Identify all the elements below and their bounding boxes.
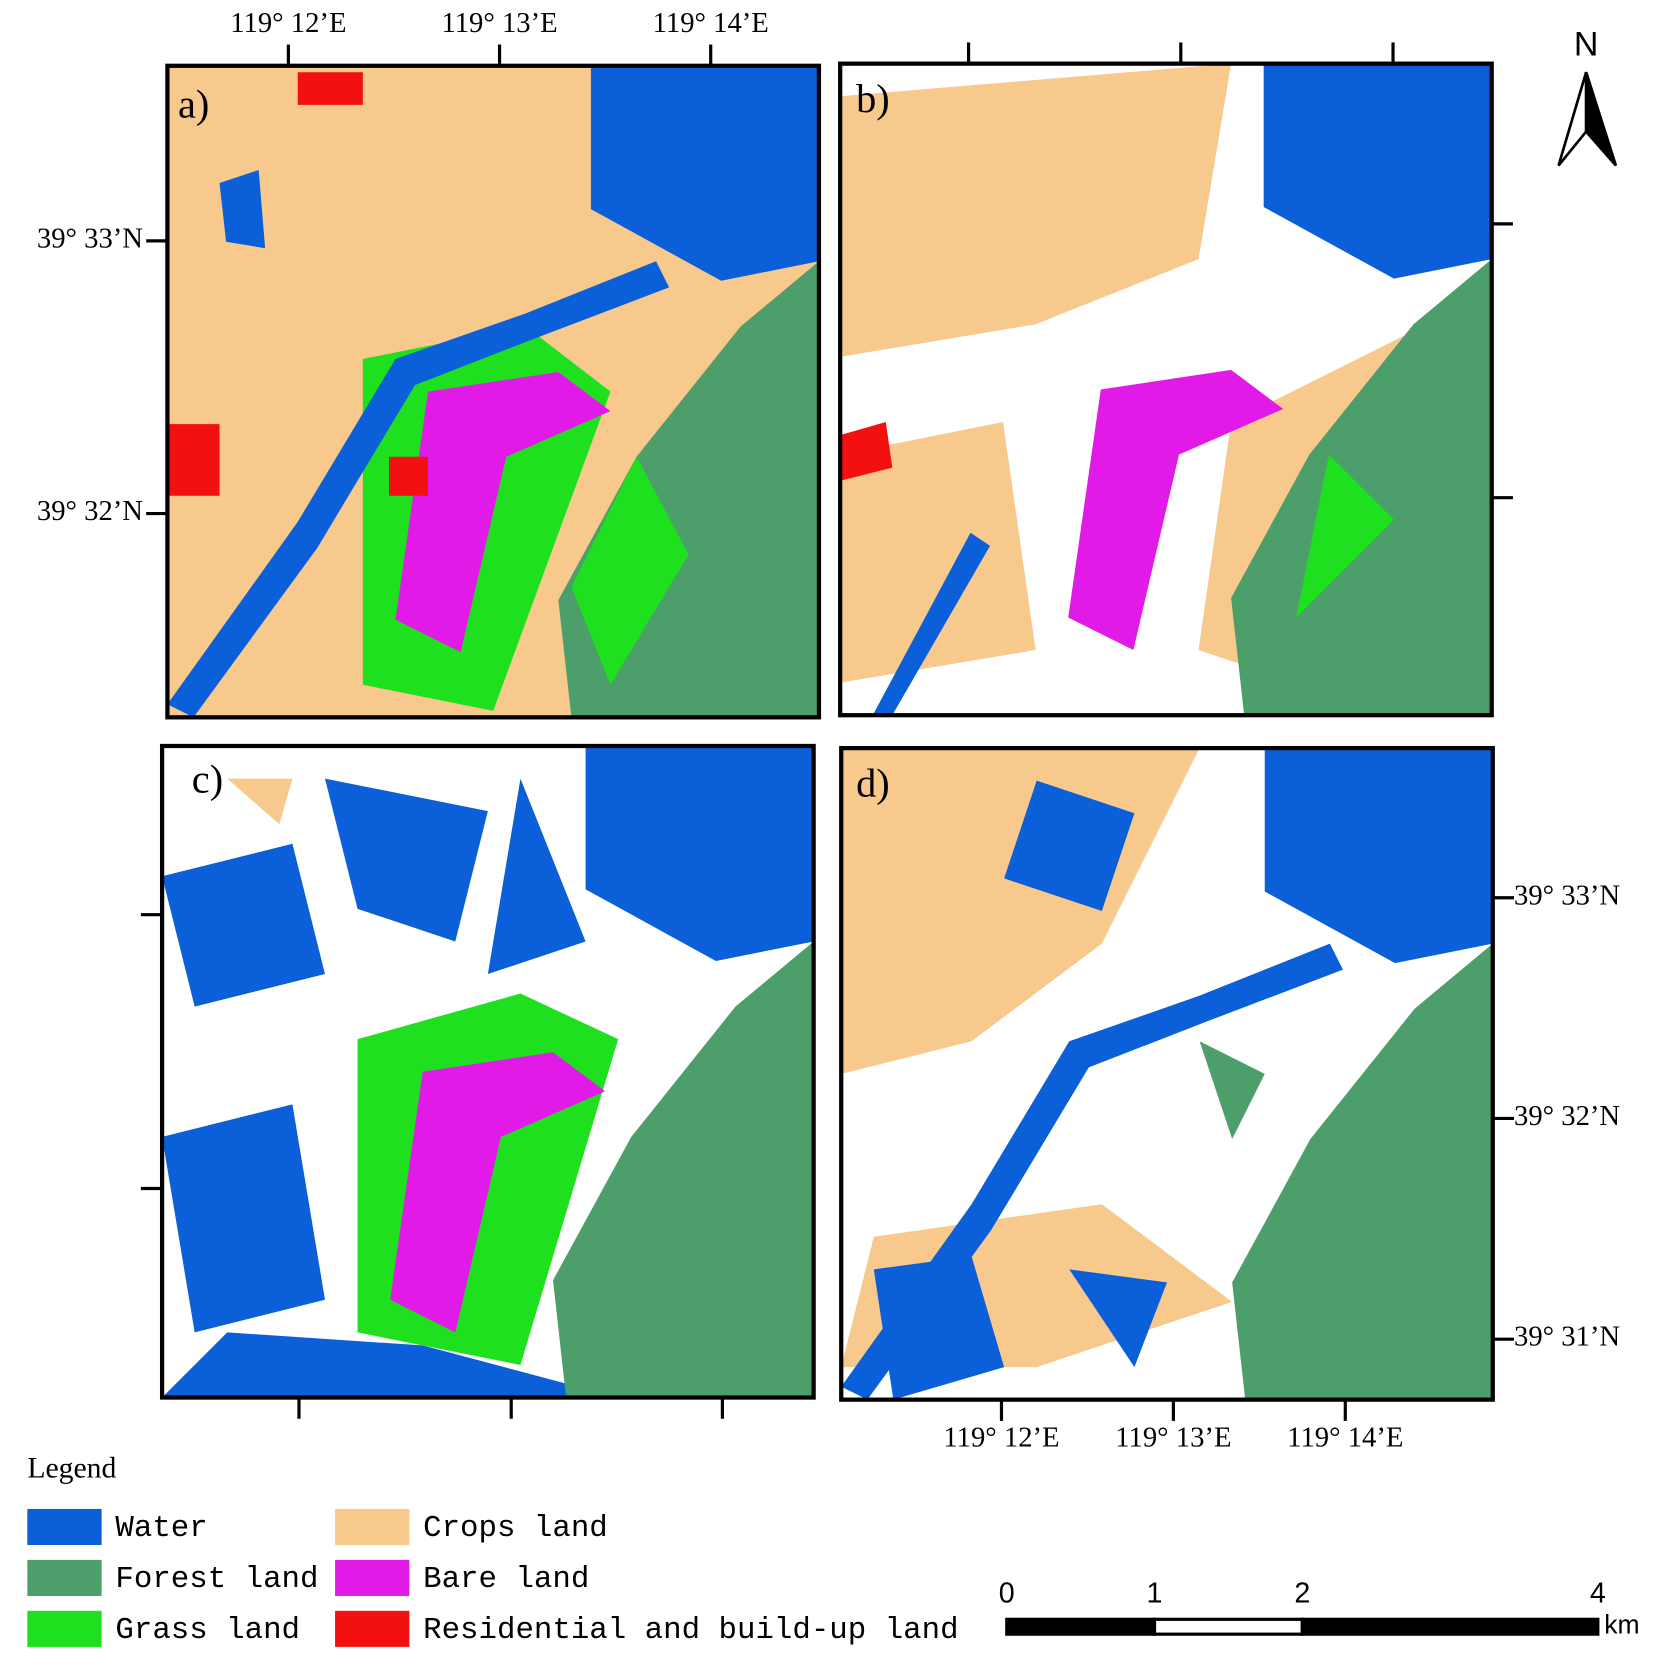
panel-label: d) bbox=[856, 761, 890, 806]
panel-label: a) bbox=[178, 81, 209, 126]
legend-title: Legend bbox=[27, 1453, 116, 1485]
land-cover-patch bbox=[873, 1256, 1005, 1400]
north-arrow: N bbox=[1557, 26, 1618, 167]
land-cover-patch bbox=[1264, 748, 1493, 964]
axis-label: 39° 33’N bbox=[37, 222, 143, 254]
land-cover-patch bbox=[590, 65, 819, 281]
scale-bar: 0 1 2 4km bbox=[999, 1577, 1640, 1639]
frames bbox=[159, 61, 1495, 1402]
axis-label: 119° 12’E bbox=[943, 1422, 1059, 1454]
land-cover-patch bbox=[585, 745, 814, 961]
legend-label: Water bbox=[115, 1511, 207, 1546]
panel-label: b) bbox=[856, 76, 890, 121]
land-cover-patch bbox=[1004, 780, 1135, 911]
scale-segment bbox=[1300, 1617, 1600, 1636]
legend-label: Residential and build-up land bbox=[423, 1613, 958, 1648]
land-cover-patch bbox=[388, 456, 429, 496]
arrow-half bbox=[1557, 71, 1588, 167]
legend: Legend Water Forest land Grass land Crops l… bbox=[27, 1453, 959, 1648]
land-cover-patch bbox=[1199, 1041, 1265, 1140]
axis-label: 39° 32’N bbox=[37, 495, 143, 527]
land-cover-patch bbox=[840, 422, 893, 481]
land-cover-patch bbox=[324, 778, 488, 942]
scale-tick-label: 0 bbox=[999, 1577, 1015, 1609]
axis-label: 119° 13’E bbox=[1115, 1422, 1231, 1454]
scale-tick-label: 4 bbox=[1590, 1577, 1606, 1609]
land-cover-patch bbox=[1069, 1269, 1168, 1368]
land-cover-patch bbox=[162, 843, 325, 1007]
axis-label: 39° 33’N bbox=[1514, 879, 1620, 911]
legend-swatch bbox=[27, 1559, 102, 1596]
land-cover-patch bbox=[167, 261, 670, 718]
legend-label: Crops land bbox=[423, 1511, 608, 1546]
land-cover-patch bbox=[162, 1104, 325, 1333]
scale-segment bbox=[1152, 1617, 1304, 1636]
land-cover-patch bbox=[841, 943, 1343, 1400]
axis-label: 39° 31’N bbox=[1514, 1321, 1620, 1353]
panel-frame bbox=[159, 743, 816, 1400]
land-cover-patch bbox=[840, 422, 1036, 683]
legend-label: Grass land bbox=[115, 1613, 300, 1648]
land-cover-patch bbox=[571, 456, 689, 685]
scale-tick-label: 2 bbox=[1294, 1577, 1310, 1609]
land-cover-patch bbox=[872, 532, 991, 716]
panel-frame bbox=[839, 745, 1495, 1402]
land-cover-patch bbox=[219, 169, 266, 249]
scale-unit: km bbox=[1604, 1610, 1639, 1640]
land-cover-patch bbox=[297, 72, 363, 105]
arrow-half bbox=[1584, 71, 1618, 167]
land-cover-patch bbox=[553, 941, 814, 1398]
axis-label: 119° 14’E bbox=[653, 7, 769, 39]
axis-label: 119° 13’E bbox=[441, 7, 557, 39]
land-cover-patch bbox=[167, 424, 220, 496]
legend-label: Bare land bbox=[423, 1562, 589, 1597]
panel-frame bbox=[838, 61, 1494, 718]
land-cover-patch bbox=[840, 63, 1232, 357]
legend-swatch bbox=[335, 1559, 410, 1596]
land-cover-patch bbox=[162, 1332, 619, 1398]
map-panels bbox=[162, 63, 1493, 1400]
axis-ticks bbox=[140, 42, 1515, 1421]
scale-segment bbox=[1005, 1617, 1157, 1636]
axis-label: 39° 32’N bbox=[1514, 1100, 1620, 1132]
panel-label: c) bbox=[192, 756, 223, 801]
north-label: N bbox=[1574, 26, 1599, 64]
legend-label: Forest land bbox=[115, 1562, 318, 1597]
land-cover-patch bbox=[227, 778, 293, 825]
land-cover-patch bbox=[1232, 943, 1493, 1400]
axis-label: 119° 14’E bbox=[1287, 1422, 1403, 1454]
land-cover-patch bbox=[395, 372, 611, 653]
legend-swatch bbox=[335, 1508, 410, 1546]
land-cover-patch bbox=[390, 1052, 606, 1333]
legend-swatch bbox=[335, 1610, 410, 1647]
panel-frame bbox=[165, 63, 822, 720]
legend-swatch bbox=[27, 1610, 102, 1647]
scale-tick-label: 1 bbox=[1147, 1577, 1163, 1609]
legend-swatch bbox=[27, 1508, 102, 1546]
land-cover-patch bbox=[1068, 369, 1284, 651]
axis-label: 119° 12’E bbox=[230, 7, 346, 39]
land-cover-patch bbox=[1263, 63, 1492, 279]
land-cover-patch bbox=[487, 778, 586, 975]
